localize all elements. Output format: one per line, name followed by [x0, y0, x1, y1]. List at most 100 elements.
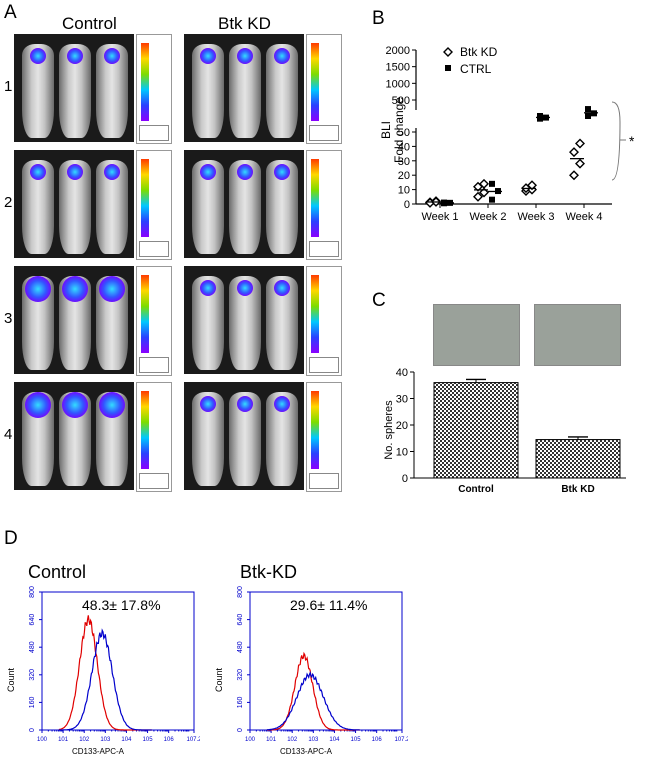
color-gradient: [311, 275, 319, 353]
isotype-histogram-line: [266, 651, 360, 731]
x-axis-label: CD133-APC-A: [280, 747, 333, 756]
y-tick-label: 0: [402, 473, 408, 485]
color-gradient: [311, 391, 319, 469]
color-scale-bar: [136, 150, 172, 260]
x-tick-label: 100: [245, 737, 256, 743]
color-gradient: [141, 391, 149, 469]
color-gradient: [311, 159, 319, 237]
y-axis-label: No. spheres: [383, 400, 395, 460]
y-axis-label: BLI: [379, 121, 393, 139]
imaging-panel-control-4: [14, 382, 134, 490]
data-point-ctrl: [489, 180, 495, 187]
color-scale-bar: [306, 382, 342, 492]
y-tick-label: 30: [396, 394, 408, 406]
row-label-4: 4: [4, 426, 13, 443]
bli-signal: [99, 276, 125, 302]
y-tick-label: 320: [29, 669, 36, 681]
bli-signal: [200, 396, 216, 412]
y-tick-label: 800: [29, 586, 36, 598]
x-tick-label: 104: [329, 737, 340, 743]
x-tick-label: Week 4: [565, 211, 602, 220]
x-tick-label: Week 1: [421, 211, 458, 220]
x-tick-label: 100: [37, 737, 48, 743]
x-tick-label: 101: [58, 737, 69, 743]
y-tick-label: 1000: [386, 78, 410, 90]
y-tick-label: 30: [398, 156, 410, 168]
bli-signal: [200, 280, 216, 296]
color-gradient: [141, 43, 149, 121]
bli-signal: [237, 396, 253, 412]
scale-info-box: [309, 125, 339, 141]
data-point-btk: [569, 147, 579, 158]
x-tick-label: 107.2: [186, 737, 200, 743]
y-tick-label: 20: [398, 170, 410, 182]
data-point-ctrl: [489, 196, 495, 203]
panel-label-d: D: [4, 528, 18, 549]
significance-marker: *: [629, 133, 634, 149]
y-tick-label: 640: [29, 614, 36, 626]
panel-a-title-btk: Btk KD: [218, 14, 271, 33]
y-tick-label: 800: [237, 586, 244, 598]
y-tick-label: 160: [29, 696, 36, 708]
percentage-annotation: 29.6± 11.4%: [290, 597, 367, 613]
row-label-3: 3: [4, 310, 13, 327]
bli-signal: [237, 280, 253, 296]
bli-signal: [67, 48, 83, 64]
histogram-control: 0 160 320 480 640 800 Count 100 101 102 103 104 105 1…: [6, 586, 200, 756]
legend-label-ctrl: CTRL: [460, 62, 492, 76]
legend-label-btk: Btk KD: [460, 45, 498, 59]
bli-signal: [104, 164, 120, 180]
scale-info-box: [309, 473, 339, 489]
bli-signal: [237, 164, 253, 180]
sphere-image-control: [433, 304, 520, 366]
histogram-btk: 0 160 320 480 640 800 Count 100 101 102 103 104 105 1…: [214, 586, 408, 756]
color-scale-bar: [306, 34, 342, 144]
data-point-btk: [569, 170, 579, 181]
panel-a-title-control: Control: [62, 14, 117, 33]
cd133-histogram-line: [58, 628, 152, 731]
color-scale-bar: [306, 266, 342, 376]
color-scale-bar: [306, 150, 342, 260]
x-tick-label: 101: [266, 737, 277, 743]
y-axis-label: Fold change: [392, 97, 406, 163]
panel-c-chart: 0 10 20 30 40 No. spheres Control Btk KD: [383, 368, 626, 495]
x-tick-label: Week 3: [517, 211, 554, 220]
y-tick-label: 480: [29, 641, 36, 653]
bli-signal: [274, 48, 290, 64]
data-point-ctrl: [585, 113, 591, 119]
y-tick-label: 320: [237, 669, 244, 681]
data-point-ctrl: [585, 106, 591, 113]
y-tick-label: 0: [237, 728, 244, 732]
data-point-ctrl: [537, 115, 543, 122]
legend-marker-ctrl: [445, 65, 451, 71]
bar-control: [433, 382, 519, 479]
data-point-btk: [479, 178, 489, 189]
x-tick-label: 105: [143, 737, 154, 743]
imaging-panel-control-2: [14, 150, 134, 258]
scale-info-box: [309, 241, 339, 257]
y-axis-label: Count: [6, 668, 16, 693]
significance-bracket: [611, 101, 621, 181]
bli-signal: [30, 164, 46, 180]
bli-signal: [25, 392, 51, 418]
scale-info-box: [139, 241, 169, 257]
panel-label-b: B: [372, 8, 385, 29]
scale-info-box: [139, 125, 169, 141]
y-tick-label: 160: [237, 696, 244, 708]
x-tick-label: 103: [100, 737, 111, 743]
bli-signal: [274, 164, 290, 180]
x-tick-label: 106: [372, 737, 383, 743]
color-gradient: [141, 159, 149, 237]
x-tick-label: 103: [308, 737, 319, 743]
x-tick-label: Btk KD: [561, 484, 594, 495]
y-tick-label: 40: [398, 141, 410, 153]
x-tick-label: Week 2: [469, 211, 506, 220]
bar-btk-kd: [535, 439, 621, 479]
scale-info-box: [309, 357, 339, 373]
bli-signal: [30, 48, 46, 64]
x-tick-label: 102: [79, 737, 90, 743]
hist-btk-title: Btk-KD: [240, 562, 298, 582]
color-gradient: [311, 43, 319, 121]
row-label-2: 2: [4, 194, 13, 211]
y-tick-label: 500: [392, 95, 410, 107]
